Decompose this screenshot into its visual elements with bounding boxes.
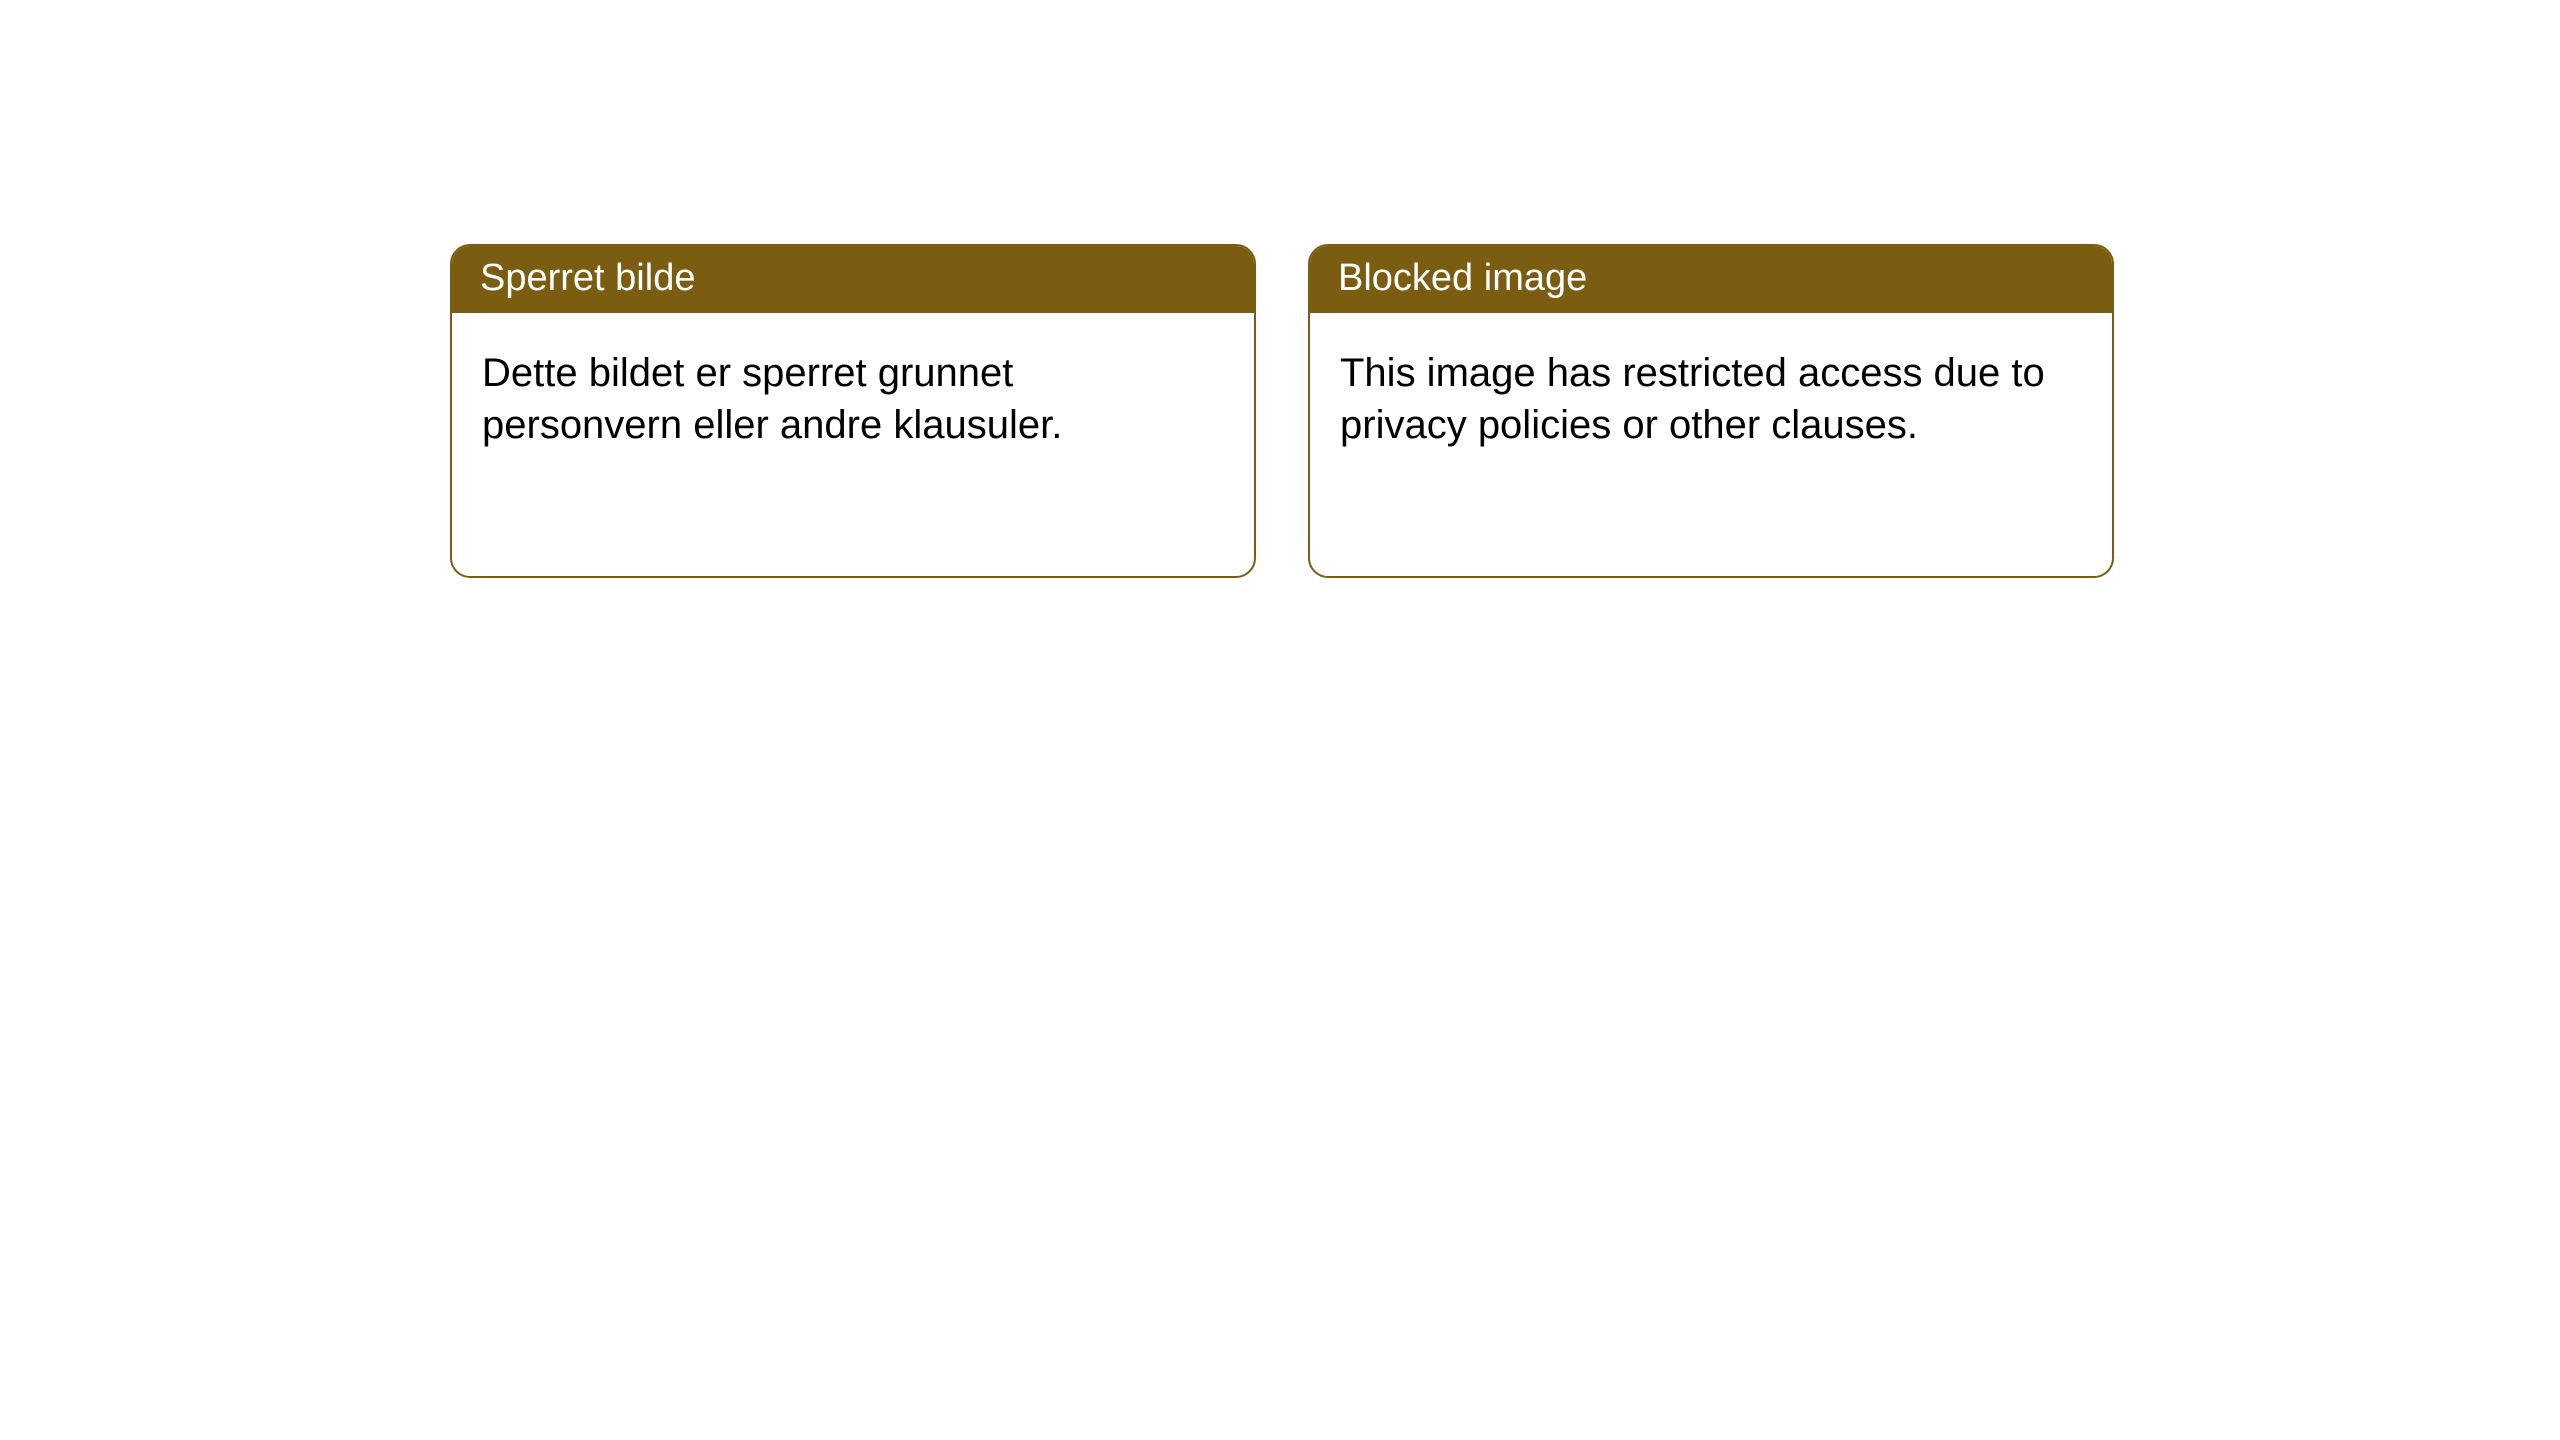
- card-title-no: Sperret bilde: [452, 246, 1254, 313]
- card-body-en: This image has restricted access due to …: [1310, 313, 2112, 485]
- blocked-image-card-no: Sperret bilde Dette bildet er sperret gr…: [450, 244, 1256, 578]
- cards-container: Sperret bilde Dette bildet er sperret gr…: [0, 0, 2560, 578]
- card-body-no: Dette bildet er sperret grunnet personve…: [452, 313, 1254, 485]
- card-title-en: Blocked image: [1310, 246, 2112, 313]
- blocked-image-card-en: Blocked image This image has restricted …: [1308, 244, 2114, 578]
